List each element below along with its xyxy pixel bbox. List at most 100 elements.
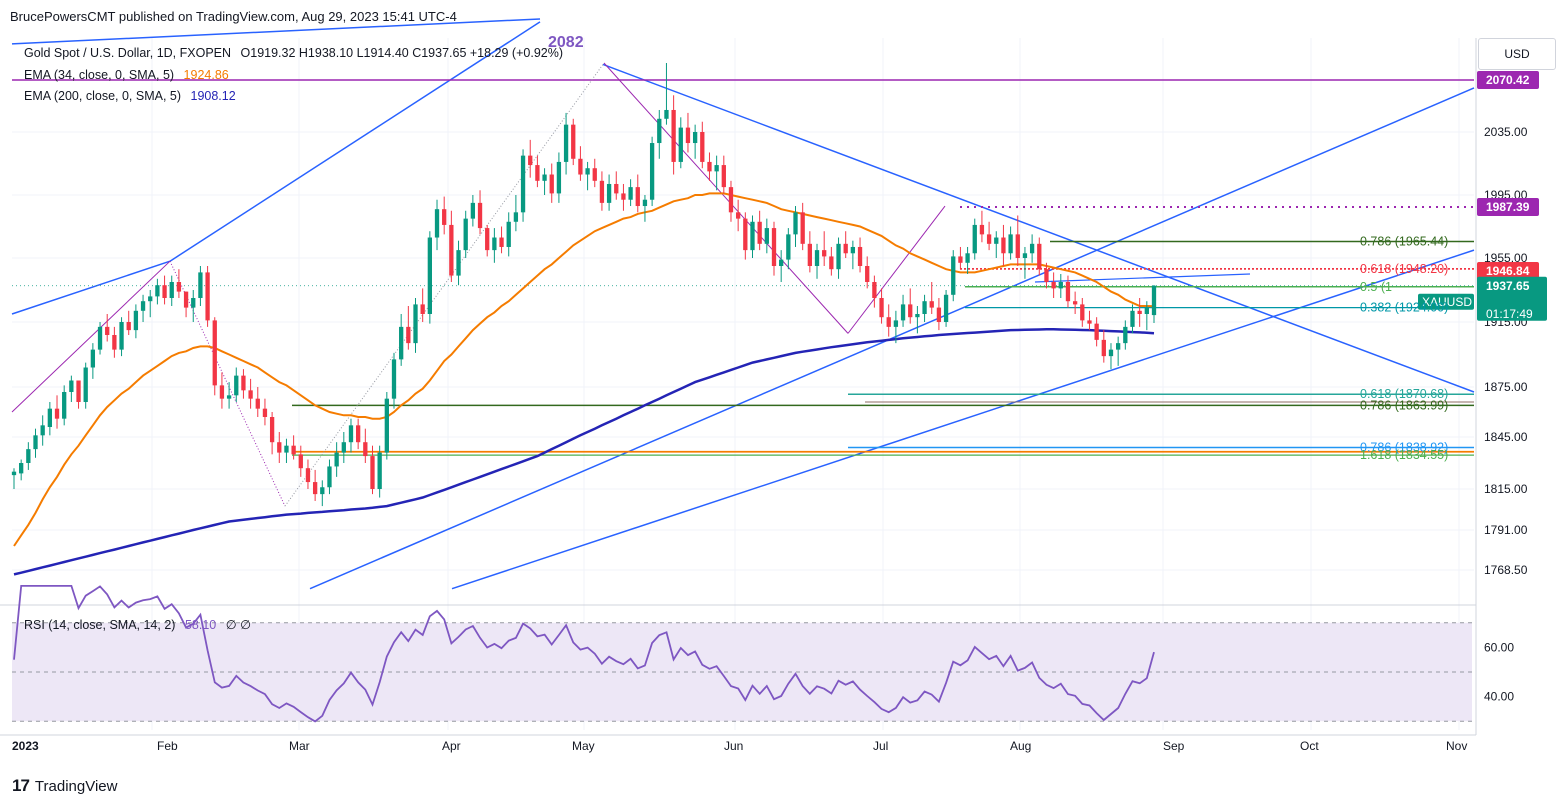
candle-body: [205, 272, 210, 321]
candle-body: [513, 212, 519, 222]
candle-body: [284, 445, 289, 453]
candle-body: [915, 314, 920, 318]
legend-ema34-row[interactable]: EMA (34, close, 0, SMA, 5) 1924.86: [24, 68, 229, 82]
zigzag-3: [284, 62, 605, 507]
candle-body: [269, 417, 275, 443]
candle-body: [922, 301, 927, 314]
badge-1946: 1946.84: [1486, 264, 1530, 278]
candle-body: [33, 435, 38, 450]
publisher-header: BrucePowersCMT published on TradingView.…: [10, 9, 457, 24]
candle-body: [929, 301, 934, 308]
zigzag-5: [847, 205, 946, 334]
x-tick-label: Mar: [289, 739, 310, 753]
candle-body: [255, 398, 260, 409]
candle-body: [599, 180, 605, 203]
candle-body: [936, 307, 942, 322]
candle-body: [750, 221, 755, 251]
candle-body: [822, 250, 827, 257]
candle-body: [183, 291, 189, 308]
candle-body: [1094, 323, 1099, 340]
candle-body: [585, 168, 590, 175]
candle-body: [413, 304, 418, 344]
candle-body: [305, 468, 311, 483]
symbol-tag: XAUUSD: [1422, 295, 1472, 309]
badge-last-price: 1937.65: [1486, 279, 1530, 293]
legend-ohlc: O1919.32 H1938.10 L1914.40 C1937.65 +18.…: [240, 46, 563, 60]
candle-body: [26, 449, 31, 463]
candle-body: [700, 132, 705, 162]
candle-body: [391, 359, 397, 399]
candle-body: [958, 256, 963, 263]
candle-body: [951, 256, 956, 295]
candle-body: [721, 165, 726, 188]
legend-rsi-row[interactable]: RSI (14, close, SMA, 14, 2) 58.10 ∅ ∅: [24, 617, 251, 632]
ema34-line: [13, 192, 1155, 547]
candle-body: [277, 442, 282, 453]
candle-body: [477, 202, 483, 229]
currency-button[interactable]: USD: [1478, 38, 1556, 70]
y-tick-label: 1815.00: [1484, 482, 1528, 496]
rsi-tick-label: 40.00: [1484, 690, 1514, 704]
footer-brand[interactable]: 17 TradingView: [12, 776, 117, 796]
badge-2070-bg: [1477, 71, 1539, 89]
candle-body: [62, 392, 67, 419]
candle-body: [779, 259, 784, 266]
zigzag-2: [169, 260, 286, 507]
candle-body: [520, 155, 526, 213]
candle-body: [972, 224, 977, 254]
badge-countdown: 01:17:49: [1486, 307, 1533, 321]
candle-body: [1072, 301, 1078, 305]
candle-body: [427, 237, 432, 314]
candle-body: [657, 118, 662, 144]
candle-body: [800, 212, 805, 244]
candle-body: [69, 380, 74, 392]
candle-body: [420, 304, 425, 314]
candle-body: [965, 253, 970, 263]
legend-symbol: Gold Spot / U.S. Dollar, 1D, FXOPEN: [24, 46, 232, 60]
candle-body: [492, 237, 497, 251]
candle-body: [463, 218, 468, 251]
x-tick-label: Sep: [1163, 739, 1185, 753]
y-tick-label: 1791.00: [1484, 523, 1528, 537]
candle-body: [886, 317, 891, 327]
footer-brand-text: TradingView: [34, 777, 118, 795]
candle-body: [865, 266, 870, 282]
candle-body: [900, 304, 906, 321]
candle-body: [606, 183, 612, 203]
x-tick-label: 2023: [12, 739, 39, 753]
candle-body: [212, 320, 217, 386]
candle-body: [642, 199, 648, 207]
candle-body: [348, 425, 354, 443]
candle-body: [1108, 349, 1114, 357]
badge-1987-bg: [1477, 197, 1539, 216]
candle-body: [793, 212, 798, 235]
candle-body: [377, 452, 382, 489]
candle-body: [11, 471, 17, 476]
candle-body: [341, 442, 346, 453]
candle-body: [1001, 237, 1006, 254]
candle-body: [943, 294, 949, 322]
y-tick-label: 1845.00: [1484, 430, 1528, 444]
tradingview-logo-icon: 17: [12, 776, 30, 795]
x-tick-label: May: [572, 739, 595, 753]
badge-last-bg: [1477, 276, 1547, 321]
candle-body: [979, 224, 985, 235]
legend-ema200-row[interactable]: EMA (200, close, 0, SMA, 5) 1908.12: [24, 89, 236, 103]
upper-trendline-top: [11, 18, 541, 45]
candle-body: [176, 282, 182, 292]
candle-body: [836, 243, 841, 270]
y-tick-label: 1768.50: [1484, 563, 1528, 577]
candle-body: [226, 395, 232, 399]
left-channel-line-2: [169, 21, 541, 262]
candle-body: [592, 168, 597, 181]
candle-body: [506, 221, 511, 247]
candle-body: [219, 385, 225, 399]
candle-body: [1058, 282, 1063, 289]
candle-body: [442, 209, 447, 225]
candle-body: [757, 221, 762, 244]
candle-body: [399, 326, 404, 360]
candle-body: [356, 425, 361, 443]
candle-body: [571, 124, 576, 159]
candle-body: [191, 298, 196, 308]
